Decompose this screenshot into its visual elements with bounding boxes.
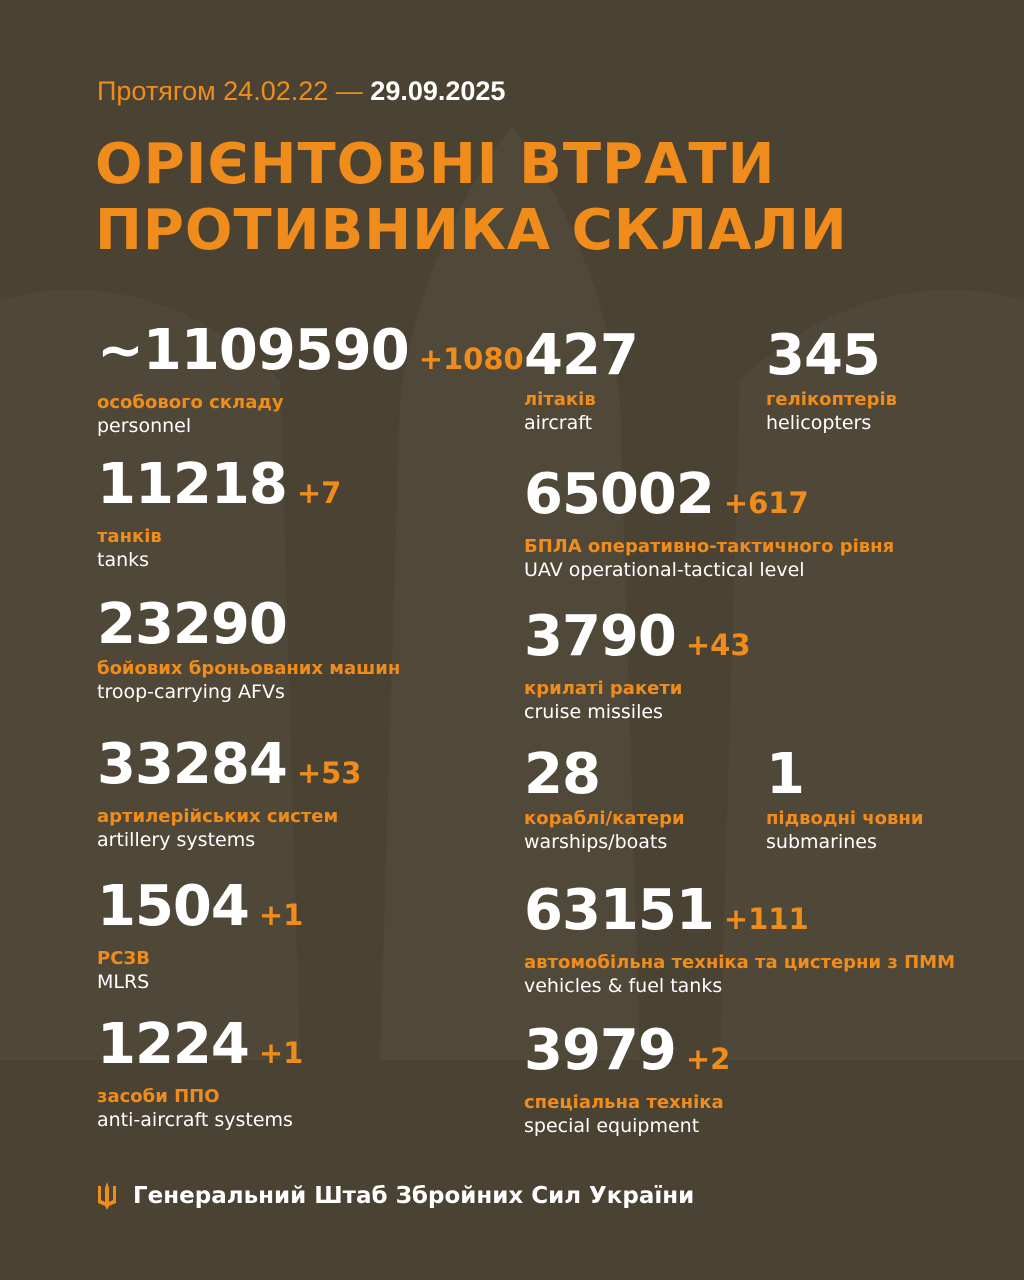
label-ua: автомобільна техніка та цистерни з ПММ	[524, 952, 955, 973]
title-line-1: ОРІЄНТОВНІ ВТРАТИ	[95, 132, 776, 197]
value: 65002	[524, 462, 715, 527]
stat-value: 345	[766, 327, 897, 385]
label-ua: підводні човни	[766, 808, 924, 829]
stat-value: 65002 +617	[524, 466, 894, 532]
stat-value: 1504 +1	[97, 878, 303, 944]
label-en: cruise missiles	[524, 701, 663, 723]
label-en: helicopters	[766, 412, 872, 434]
label-en: troop-carrying AFVs	[97, 681, 285, 703]
stat-tanks: 11218 +7 танків tanks	[97, 456, 341, 572]
stat-value: 28	[524, 746, 685, 804]
label-en: special equipment	[524, 1115, 700, 1137]
stat-personnel: ~1109590 +1080 особового складу personnel	[97, 322, 524, 438]
delta: +7	[296, 476, 342, 510]
stat-troop-carrying-afvs: 23290 бойових броньованих машин troop-carr…	[97, 596, 401, 704]
label-ua: бойових броньованих машин	[97, 658, 401, 679]
delta: +111	[723, 902, 809, 936]
value: ~1109590	[97, 318, 410, 383]
period-end: 29.09.2025	[370, 76, 506, 106]
label-en: anti-aircraft systems	[97, 1109, 293, 1131]
footer: Генеральний Штаб Збройних Сил України	[97, 1182, 694, 1210]
stat-anti-aircraft-systems: 1224 +1 засоби ППО anti-aircraft systems	[97, 1016, 303, 1132]
label-en: warships/boats	[524, 831, 668, 853]
delta: +1	[258, 1036, 304, 1070]
stat-aircraft: 427 літаків aircraft	[524, 327, 639, 435]
value: 427	[524, 323, 639, 388]
stat-vehicles-fuel-tanks: 63151 +111 автомобільна техніка та цистерн…	[524, 882, 955, 998]
stat-value: 427	[524, 327, 639, 385]
label-ua: РСЗВ	[97, 948, 150, 969]
delta: +43	[685, 628, 751, 662]
page-title: ОРІЄНТОВНІ ВТРАТИ ПРОТИВНИКА СКЛАЛИ	[95, 132, 848, 264]
label-en: vehicles & fuel tanks	[524, 975, 723, 997]
delta: +1	[258, 898, 304, 932]
label-en: submarines	[766, 831, 877, 853]
delta: +2	[685, 1042, 731, 1076]
period-start: Протягом 24.02.22 —	[97, 76, 363, 106]
stat-artillery-systems: 33284 +53 артилерійських систем artillery s…	[97, 736, 361, 852]
stat-submarines: 1 підводні човни submarines	[766, 746, 924, 854]
stat-warships-boats: 28 кораблі/катери warships/boats	[524, 746, 685, 854]
delta: +53	[296, 756, 362, 790]
period: Протягом 24.02.22 — 29.09.2025	[97, 76, 505, 107]
value: 63151	[524, 878, 715, 943]
stat-value: 3790 +43	[524, 608, 751, 674]
value: 1	[766, 742, 805, 807]
label-en: UAV operational-tactical level	[524, 559, 805, 581]
label-en: personnel	[97, 415, 192, 437]
value: 23290	[97, 592, 288, 657]
label-ua: засоби ППО	[97, 1086, 220, 1107]
stat-value: 23290	[97, 596, 400, 654]
value: 33284	[97, 732, 288, 797]
label-ua: спеціальна техніка	[524, 1092, 724, 1113]
label-ua: БПЛА оперативно-тактичного рівня	[524, 536, 895, 557]
stat-value: ~1109590 +1080	[97, 322, 524, 388]
label-ua: танків	[97, 526, 162, 547]
stat-uav-operational-tactical-level: 65002 +617 БПЛА оперативно-тактичного рівн…	[524, 466, 895, 582]
trident-icon	[98, 1182, 116, 1210]
title-line-2: ПРОТИВНИКА СКЛАЛИ	[95, 198, 848, 263]
label-en: MLRS	[97, 971, 150, 993]
label-ua: гелікоптерів	[766, 389, 898, 410]
delta: +617	[723, 486, 809, 520]
label-ua: крилаті ракети	[524, 678, 683, 699]
label-ua: артилерійських систем	[97, 806, 339, 827]
stat-value: 33284 +53	[97, 736, 361, 802]
value: 345	[766, 323, 881, 388]
label-ua: особового складу	[97, 392, 284, 413]
stat-value: 63151 +111	[524, 882, 955, 948]
stat-value: 11218 +7	[97, 456, 341, 522]
value: 1224	[97, 1012, 250, 1077]
label-ua: кораблі/катери	[524, 808, 685, 829]
stat-special-equipment: 3979 +2 спеціальна техніка special equipmen…	[524, 1022, 730, 1138]
label-en: aircraft	[524, 412, 593, 434]
stat-cruise-missiles: 3790 +43 крилаті ракети cruise missiles	[524, 608, 751, 724]
label-en: artillery systems	[97, 829, 256, 851]
label-ua: літаків	[524, 389, 596, 410]
stat-value: 1224 +1	[97, 1016, 303, 1082]
value: 3790	[524, 604, 677, 669]
stat-mlrs: 1504 +1 РСЗВ MLRS	[97, 878, 303, 994]
stat-value: 3979 +2	[524, 1022, 730, 1088]
label-en: tanks	[97, 549, 150, 571]
value: 11218	[97, 452, 288, 517]
value: 28	[524, 742, 601, 807]
value: 1504	[97, 874, 250, 939]
delta: +1080	[418, 342, 524, 376]
stat-helicopters: 345 гелікоптерів helicopters	[766, 327, 898, 435]
footer-text: Генеральний Штаб Збройних Сил України	[133, 1183, 695, 1209]
stat-value: 1	[766, 746, 923, 804]
value: 3979	[524, 1018, 677, 1083]
